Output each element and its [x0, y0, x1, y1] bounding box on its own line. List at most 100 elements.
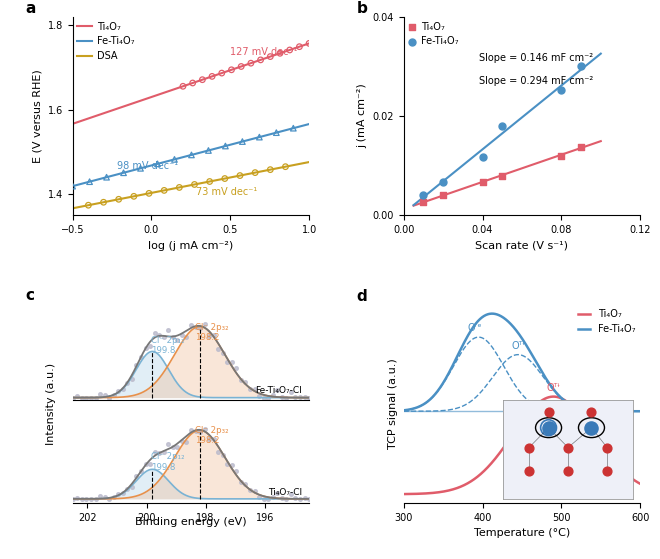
Point	[131, 360, 142, 369]
Text: c: c	[25, 288, 34, 304]
Point	[438, 177, 448, 186]
Text: Oᵀᶤ: Oᵀᶤ	[546, 383, 560, 392]
X-axis label: Scan rate (V s⁻¹): Scan rate (V s⁻¹)	[475, 240, 568, 250]
Point	[104, 393, 114, 402]
Point	[86, 393, 96, 402]
Point	[284, 45, 295, 54]
Point	[255, 55, 266, 64]
Point	[178, 82, 188, 91]
Point	[265, 165, 276, 174]
Point	[129, 192, 139, 201]
Point	[299, 392, 310, 401]
Point	[149, 328, 160, 337]
Point	[100, 391, 110, 400]
Point	[158, 333, 169, 342]
Point	[254, 132, 265, 141]
Point	[67, 182, 78, 191]
Text: Cl⁻ 2p₃₂
198.2: Cl⁻ 2p₃₂ 198.2	[195, 426, 229, 446]
Point	[100, 492, 110, 501]
Text: Oᶠᵉ: Oᶠᵉ	[467, 323, 482, 333]
Text: a: a	[25, 1, 36, 16]
Point	[497, 171, 508, 180]
Point	[304, 39, 314, 48]
Text: b: b	[356, 1, 367, 16]
Text: 127 mV dec⁻¹: 127 mV dec⁻¹	[230, 47, 298, 57]
Point	[145, 342, 155, 350]
Point	[190, 427, 201, 436]
Point	[272, 386, 282, 395]
Point	[113, 490, 123, 499]
Point	[108, 493, 119, 502]
Text: 73 mV dec⁻¹: 73 mV dec⁻¹	[195, 187, 257, 197]
Point	[218, 348, 228, 357]
Point	[267, 391, 278, 400]
Legend: Ti₄O₇, Fe-Ti₄O₇: Ti₄O₇, Fe-Ti₄O₇	[409, 22, 459, 46]
Point	[158, 448, 169, 457]
Point	[240, 479, 251, 488]
Point	[177, 330, 187, 339]
Point	[190, 323, 201, 332]
Point	[250, 168, 261, 177]
Point	[187, 78, 198, 87]
Point	[204, 434, 214, 443]
Legend: Ti₄O₇, Fe-Ti₄O₇, DSA: Ti₄O₇, Fe-Ti₄O₇, DSA	[77, 22, 135, 61]
Point	[72, 392, 82, 401]
Point	[235, 171, 246, 180]
Point	[245, 384, 255, 393]
Point	[59, 388, 69, 397]
Point	[497, 121, 508, 130]
Point	[418, 197, 429, 206]
Point	[72, 494, 82, 503]
Point	[271, 128, 282, 137]
Point	[237, 137, 248, 146]
Point	[258, 494, 269, 503]
Point	[236, 376, 246, 385]
Point	[118, 168, 129, 177]
Point	[556, 86, 567, 94]
Point	[169, 155, 180, 164]
Point	[136, 467, 147, 476]
Text: Cl⁻ 2p₁₂
199.8: Cl⁻ 2p₁₂ 199.8	[151, 336, 185, 355]
Point	[117, 385, 128, 394]
Text: Intensity (a.u.): Intensity (a.u.)	[46, 363, 56, 445]
Point	[207, 72, 217, 81]
Point	[213, 345, 224, 354]
Point	[263, 393, 273, 402]
Point	[145, 459, 155, 468]
Y-axis label: E (V versus RHE): E (V versus RHE)	[32, 69, 42, 163]
Text: Slope = 0.146 mF cm⁻²: Slope = 0.146 mF cm⁻²	[478, 54, 593, 63]
Point	[226, 358, 237, 367]
Point	[84, 177, 95, 186]
Point	[275, 49, 285, 58]
Point	[140, 343, 150, 352]
Text: 98 mV dec⁻¹: 98 mV dec⁻¹	[117, 161, 178, 171]
Point	[185, 425, 196, 434]
Point	[246, 59, 256, 68]
Point	[294, 42, 305, 51]
Point	[154, 448, 164, 457]
Point	[213, 447, 224, 456]
Point	[556, 151, 567, 160]
Point	[280, 162, 290, 171]
Point	[272, 489, 282, 498]
Text: Cl⁻ 2p₃₂
198.2: Cl⁻ 2p₃₂ 198.2	[195, 323, 229, 342]
Point	[216, 69, 227, 78]
Point	[172, 335, 183, 344]
Point	[295, 494, 306, 503]
Point	[222, 460, 232, 469]
Point	[81, 494, 92, 503]
Point	[258, 393, 269, 402]
Point	[204, 331, 214, 340]
Point	[240, 377, 251, 386]
Point	[59, 490, 69, 499]
Text: d: d	[356, 288, 367, 304]
Point	[199, 424, 210, 433]
Point	[189, 180, 200, 189]
Point	[127, 483, 137, 492]
Point	[177, 437, 187, 446]
Point	[438, 191, 448, 200]
Point	[168, 442, 178, 451]
Point	[477, 152, 488, 161]
Point	[286, 387, 296, 396]
Point	[95, 390, 106, 399]
